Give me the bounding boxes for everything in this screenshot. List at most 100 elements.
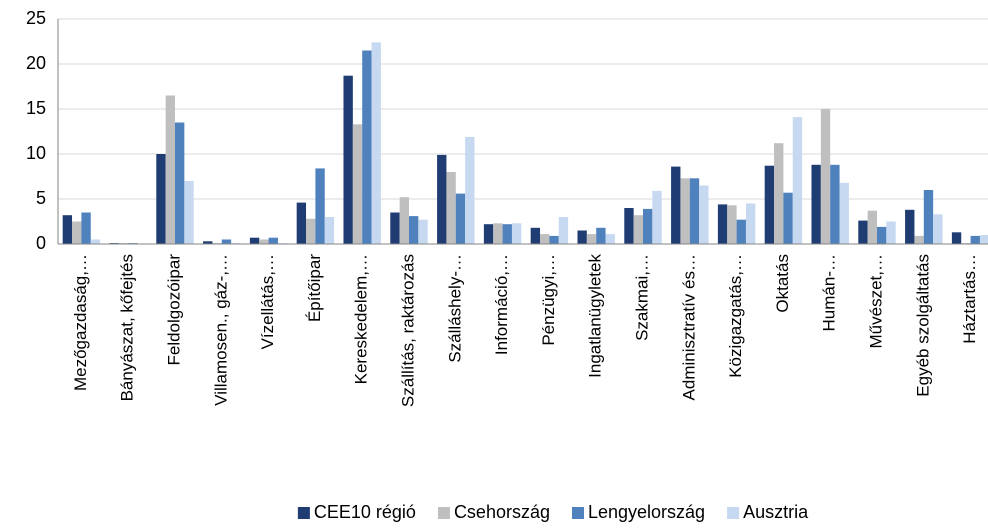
bar [437,154,447,244]
y-tick-label: 5 [36,188,46,208]
bar [736,219,746,244]
x-tick-label: Kereskedelem,… [352,254,371,384]
bar [558,217,569,244]
bar [717,204,728,244]
bar [156,154,166,244]
bar [577,230,587,244]
bar [249,237,260,244]
bar [624,208,634,244]
bar [221,239,232,244]
bar [493,223,503,244]
bar [933,214,943,244]
bar [511,223,522,244]
bar [867,210,877,244]
bar [343,75,353,244]
bar [970,235,980,244]
x-tick-label: Szakmai,… [632,254,651,341]
bar [165,95,175,244]
bar [774,143,784,244]
legend-label: Csehország [454,502,550,522]
legend-swatch [437,507,450,519]
bar [455,193,466,244]
bar [586,234,597,244]
bar [652,190,662,244]
bar [296,202,307,244]
bar [268,237,278,244]
bar [783,192,793,244]
bar [605,234,615,244]
y-tick-label: 25 [26,8,46,28]
bar [352,124,363,244]
bar [362,50,372,244]
bar [399,197,409,244]
x-tick-label: Közigazgatás,… [726,254,745,378]
bar [175,122,185,244]
bar [306,218,316,244]
bar [764,165,775,244]
y-tick-label: 20 [26,53,46,73]
bar [792,117,803,244]
bar [727,205,737,244]
bar [905,209,915,244]
legend-swatch [571,507,584,519]
bar [830,164,840,244]
bar [811,164,821,244]
bar [671,166,681,244]
x-tick-label: Oktatás [773,254,792,313]
y-tick-label: 15 [26,98,46,118]
bar [745,203,756,244]
bar [90,239,101,244]
bar [371,42,381,245]
bar [259,239,269,244]
bar [418,219,428,244]
bar [184,181,194,244]
x-tick-label: Építőipar [305,254,324,322]
bar [689,178,700,244]
x-tick-label: Háztartás… [960,254,979,344]
y-tick-label: 10 [26,143,46,163]
x-tick-label: Feldolgozóipar [164,254,183,366]
y-tick-label: 0 [36,233,46,253]
bar [596,227,606,244]
bar [979,235,988,244]
bar [72,221,82,244]
bar [549,235,559,244]
x-tick-label: Vízellátás,… [258,254,277,349]
x-tick-label: Információ,… [492,254,511,355]
bar [839,182,849,244]
legend-label: Ausztria [743,502,809,522]
bar [390,212,400,244]
bar [530,227,541,244]
bar [502,224,512,244]
x-tick-label: Művészet,… [866,254,885,348]
x-tick-label: Villamosen., gáz-,… [211,254,230,406]
x-tick-label: Ingatlanügyletek [586,254,605,378]
legend-label: Lengyelország [588,502,705,522]
x-tick-label: Pénzügyi,… [539,254,558,346]
bar [680,178,690,244]
x-tick-label: Szálláshely-… [445,254,464,363]
bar [465,136,475,244]
bar [540,234,550,244]
bar [858,220,868,244]
bar [409,216,419,244]
legend-label: CEE10 régió [314,502,416,522]
bar [877,226,887,244]
bar [81,212,91,244]
bar [633,215,643,244]
bar [203,241,213,244]
x-tick-label: Mezőgazdaság,… [71,254,90,391]
bar [446,172,456,244]
x-tick-label: Szállítás, raktározás [398,254,417,407]
bar [914,235,924,244]
x-tick-label: Egyéb szolgáltatás [913,254,932,397]
bar [699,185,709,244]
legend-swatch [297,507,310,519]
x-tick-label: Adminisztratív és… [679,254,698,400]
bar [643,208,653,244]
bar [483,224,494,244]
bar [886,221,896,244]
x-tick-label: Humán-… [820,254,839,331]
bar [62,215,73,244]
